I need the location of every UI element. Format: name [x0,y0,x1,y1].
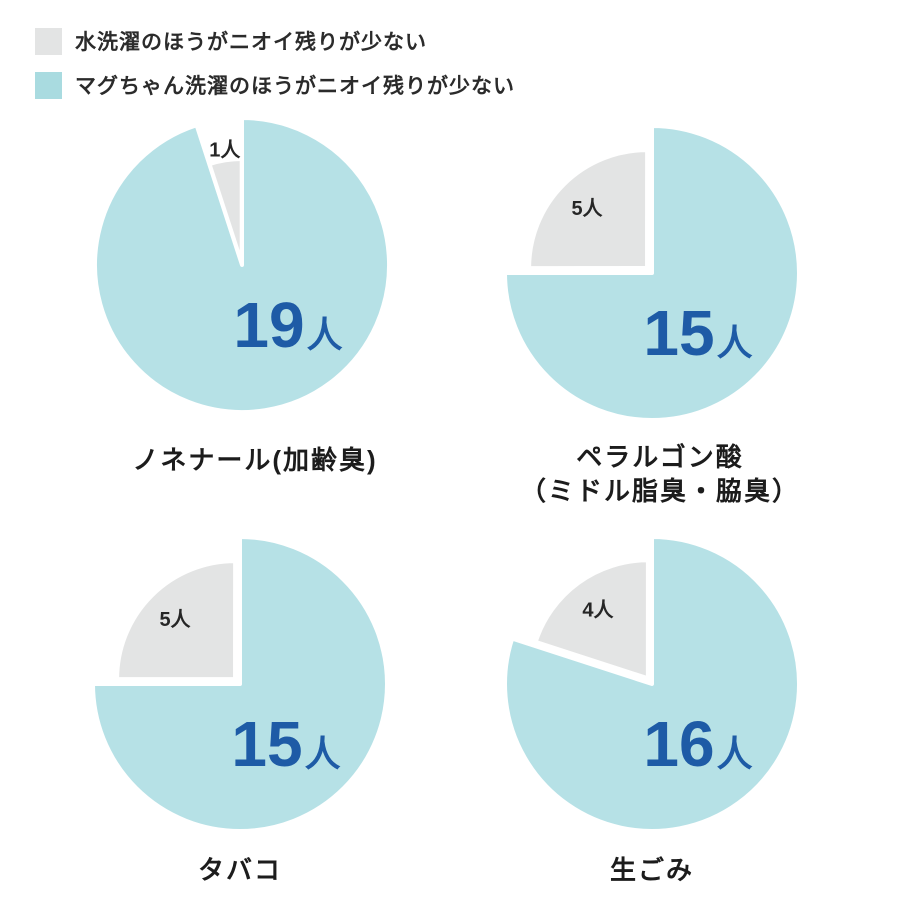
magchan-slice [91,535,389,833]
chart-title-nonenal: ノネナール(加齢臭) [75,443,435,477]
chart-title-tobacco: タバコ [80,853,400,887]
water-count-label: 5人 [159,608,191,631]
water-count-label: 4人 [582,599,614,622]
magchan-count-value: 15 [643,297,714,369]
magchan-count-label: 15人 [231,708,340,780]
legend: 水洗濯のほうがニオイ残りが少ない マグちゃん洗濯のほうがニオイ残りが少ない [35,26,515,100]
magchan-slice [93,116,392,414]
legend-swatch-magchan [35,71,62,99]
water-slice [533,558,650,681]
pie-chart-nonenal: 19人 1人 [93,116,392,414]
legend-label-water: 水洗濯のほうがニオイ残りが少ない [75,31,427,54]
magchan-slice [503,535,802,833]
magchan-count-unit: 人 [717,733,753,774]
chart-title-line: タバコ [197,855,282,885]
chart-title-line: ノネナール(加齢臭) [132,445,378,475]
water-slice [527,148,650,271]
legend-swatch-water [35,27,62,55]
chart-title-line: 生ごみ [609,855,694,885]
legend-item-magchan: マグちゃん洗濯のほうがニオイ残りが少ない [35,70,515,100]
pie-chart-tobacco: 15人 5人 [91,535,389,833]
pie-chart-garbage: 16人 4人 [503,535,802,833]
magchan-count-value: 19 [233,289,304,361]
magchan-count-label: 19人 [233,289,342,361]
magchan-count-label: 16人 [643,708,752,780]
magchan-count-label: 15人 [643,297,752,369]
water-slice [207,156,244,266]
magchan-slice [503,124,801,422]
legend-item-water: 水洗濯のほうがニオイ残りが少ない [35,26,515,56]
chart-title-garbage: 生ごみ [492,853,812,887]
chart-title-line: ペラルゴン酸 [576,442,744,472]
magchan-count-value: 16 [643,708,714,780]
water-slice [115,559,238,682]
magchan-count-unit: 人 [307,314,343,355]
pie-chart-pelargonic-acid: 15人 5人 [503,124,801,422]
magchan-count-value: 15 [231,708,302,780]
chart-title-line: （ミドル脂臭・脇臭） [519,476,800,506]
water-count-label: 5人 [571,197,603,220]
magchan-count-unit: 人 [305,733,341,774]
water-count-label: 1人 [209,138,241,161]
magchan-count-unit: 人 [717,322,753,363]
chart-title-pelargonic-acid: ペラルゴン酸 （ミドル脂臭・脇臭） [480,440,840,508]
legend-label-magchan: マグちゃん洗濯のほうがニオイ残りが少ない [75,75,515,98]
